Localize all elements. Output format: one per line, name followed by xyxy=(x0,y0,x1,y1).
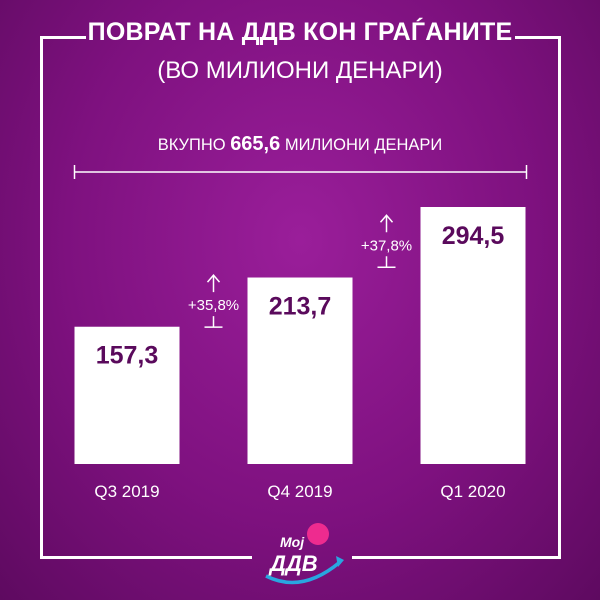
chart-subtitle: (ВО МИЛИОНИ ДЕНАРИ) xyxy=(157,57,443,84)
logo-swoosh xyxy=(265,560,342,585)
logo-dot xyxy=(307,523,329,545)
logo-text-line2: ДДВ xyxy=(268,551,318,576)
moj-ddv-logo: Мој ДДВ xyxy=(265,523,344,585)
frame-bottom-left xyxy=(40,556,252,559)
bar-value-label-2: 213,7 xyxy=(269,293,332,321)
frame-left xyxy=(40,36,43,559)
frame-top-right xyxy=(515,36,561,39)
bar-value-label-3: 294,5 xyxy=(442,222,505,250)
bar-1 xyxy=(74,326,180,464)
growth-arrow-head-2 xyxy=(379,214,394,223)
bar-value-label-1: 157,3 xyxy=(96,342,159,370)
logo-text-line1: Мој xyxy=(280,534,305,550)
total-value: 665,6 xyxy=(230,133,281,155)
growth-arrow-head-1 xyxy=(206,273,221,283)
category-label-3: Q1 2020 xyxy=(440,482,505,501)
category-label-2: Q4 2019 xyxy=(267,482,332,501)
total-suffix: МИЛИОНИ ДЕНАРИ xyxy=(284,136,443,154)
bar-3 xyxy=(420,207,526,464)
total-line: ВКУПНО 665,6 МИЛИОНИ ДЕНАРИ xyxy=(0,133,600,156)
category-label-1: Q3 2019 xyxy=(94,482,159,501)
frame-right xyxy=(558,36,561,559)
chart-title: ПОВРАТ НА ДДВ КОН ГРАЃАНИТЕ xyxy=(87,18,513,46)
logo-arrow-head xyxy=(336,556,344,567)
growth-label-1: +35,8% xyxy=(188,297,239,314)
total-prefix: ВКУПНО xyxy=(157,136,226,154)
bar-2 xyxy=(247,277,353,464)
frame-top-left xyxy=(40,36,86,39)
growth-label-2: +37,8% xyxy=(361,237,412,254)
frame-bottom-right xyxy=(352,556,561,559)
